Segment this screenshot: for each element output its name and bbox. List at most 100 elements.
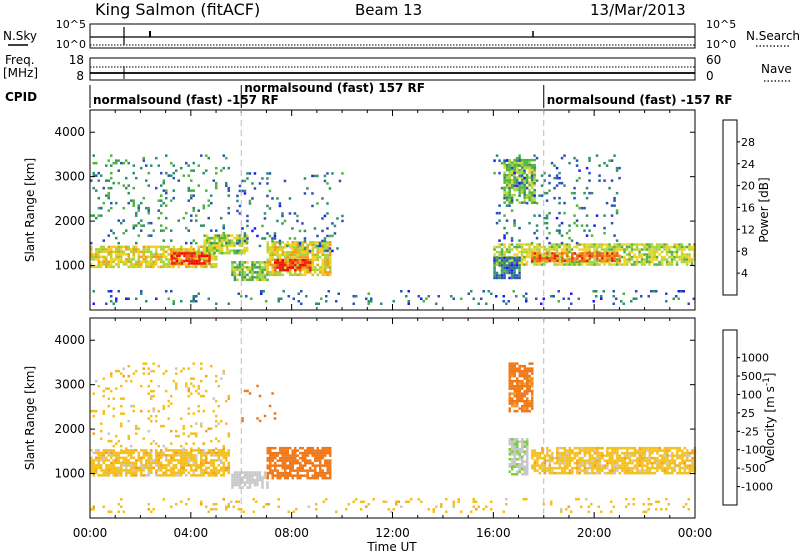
velocity-cell: [309, 476, 312, 480]
power-cell: [311, 253, 314, 257]
power-cell: [263, 273, 267, 277]
power-cell: [523, 188, 526, 192]
power-cell: [525, 300, 528, 303]
power-cell: [271, 239, 274, 243]
power-cell: [613, 234, 616, 237]
power-cell: [160, 224, 163, 227]
power-cell: [540, 194, 544, 197]
power-cell: [110, 255, 113, 259]
velocity-cell: [583, 464, 587, 467]
velocity-cell: [140, 409, 143, 413]
velocity-cell: [686, 466, 689, 470]
velocity-cell: [227, 505, 230, 508]
power-cell: [533, 245, 536, 249]
power-cell: [192, 239, 195, 242]
power-cell: [316, 253, 319, 257]
power-cell: [319, 268, 322, 272]
power-cell: [633, 248, 636, 251]
power-cell: [279, 248, 282, 252]
velocity-cell: [253, 473, 257, 477]
velocity-cell: [205, 389, 208, 393]
power-cell: [304, 261, 307, 264]
velocity-cell: [593, 451, 597, 455]
power-cell: [97, 260, 100, 264]
power-cell: [289, 256, 292, 259]
power-cell: [498, 204, 501, 207]
velocity-cell: [355, 498, 358, 501]
power-cell: [660, 250, 664, 254]
velocity-cell: [102, 459, 105, 462]
power-cell: [117, 159, 120, 162]
velocity-cell: [217, 449, 220, 452]
power-cell: [566, 252, 569, 255]
velocity-cell: [526, 397, 529, 400]
power-cell: [595, 290, 598, 293]
velocity-cell: [516, 392, 519, 395]
power-cell: [243, 251, 246, 255]
power-cell: [515, 186, 519, 189]
power-cell: [142, 159, 145, 162]
velocity-cell: [142, 466, 145, 470]
velocity-cell: [296, 449, 299, 452]
power-cell: [505, 183, 509, 187]
power-cell: [220, 234, 224, 237]
power-cell: [675, 250, 679, 254]
velocity-cell: [596, 464, 599, 467]
power-cell: [510, 173, 514, 177]
power-cell: [203, 241, 206, 245]
velocity-cell: [253, 483, 257, 487]
power-cell: [508, 196, 511, 199]
velocity-cell: [130, 466, 133, 470]
power-cell: [538, 254, 542, 258]
power-cell: [243, 234, 247, 238]
power-cell: [193, 252, 196, 255]
velocity-cell: [182, 454, 185, 457]
velocity-cell: [190, 451, 193, 455]
velocity-cell: [551, 471, 554, 475]
velocity-cell: [432, 508, 435, 511]
power-cell: [243, 271, 247, 274]
velocity-cell: [526, 372, 529, 375]
power-cell: [205, 239, 209, 242]
velocity-cell: [613, 464, 617, 467]
power-cell: [623, 248, 626, 251]
power-cell: [503, 264, 506, 267]
power-cell: [233, 278, 237, 282]
power-cell: [450, 295, 453, 298]
power-cell: [205, 189, 208, 192]
velocity-cell: [319, 449, 322, 452]
power-cell: [565, 243, 569, 246]
power-cell: [678, 255, 681, 259]
power-cell: [286, 241, 289, 244]
power-cell: [162, 253, 165, 256]
power-cell: [125, 253, 128, 256]
velocity-cell: [197, 392, 200, 395]
power-cell: [311, 192, 314, 195]
velocity-cell: [284, 454, 287, 457]
velocity-cell: [286, 451, 289, 455]
velocity-cell: [187, 387, 190, 390]
power-cell: [140, 201, 143, 205]
velocity-cell: [513, 399, 516, 403]
power-cell: [515, 259, 519, 262]
velocity-cell: [155, 471, 158, 475]
power-cell: [508, 163, 511, 167]
velocity-cell: [536, 469, 539, 472]
power-cell: [595, 260, 599, 264]
power-cell: [185, 248, 188, 251]
velocity-cell: [658, 449, 662, 452]
power-cell: [233, 276, 237, 279]
velocity-cell: [573, 451, 577, 455]
power-cell: [668, 255, 671, 259]
velocity-cell: [460, 510, 463, 513]
power-cell: [593, 248, 596, 251]
velocity-cell: [653, 446, 657, 450]
velocity-cell: [586, 446, 589, 450]
power-cell: [157, 258, 160, 261]
power-cell: [296, 246, 299, 249]
velocity-cell: [608, 456, 612, 460]
velocity-cell: [646, 459, 649, 462]
velocity-cell: [304, 459, 307, 462]
power-cell: [220, 244, 224, 247]
velocity-cell: [237, 500, 240, 503]
